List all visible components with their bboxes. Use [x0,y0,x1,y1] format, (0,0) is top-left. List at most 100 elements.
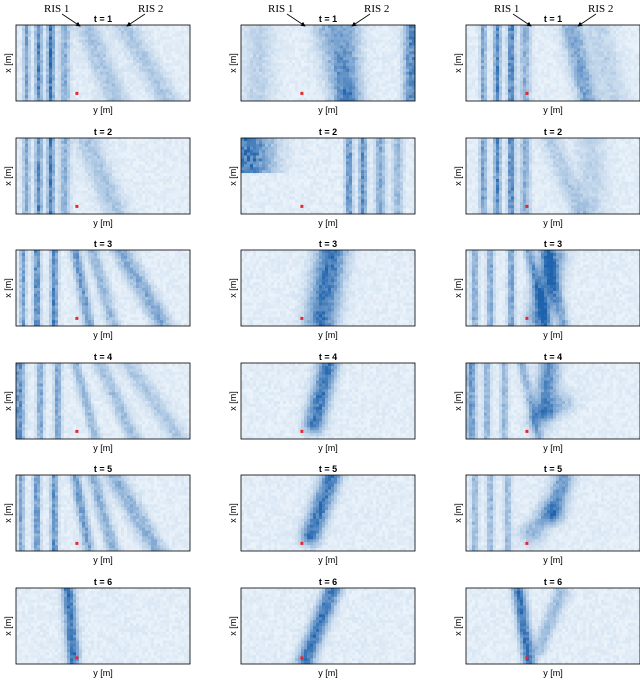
heatmap-cell [19,146,23,150]
heatmap-cell [187,27,191,32]
heatmap-cell [565,63,569,67]
heatmap-cell [106,71,110,75]
heatmap-cell [16,74,20,78]
heatmap-cell [544,25,548,29]
heatmap-cell [343,57,347,61]
heatmap-cell [187,155,191,159]
heatmap-cell [175,140,179,145]
heatmap-cell [466,36,470,40]
heatmap-cell [106,98,110,102]
heatmap-cell [325,80,329,84]
heatmap-cell [19,57,23,61]
heatmap-cell [130,63,134,67]
heatmap-cell [523,30,527,35]
heatmap-cell [106,33,110,37]
heatmap-cell [469,92,473,96]
heatmap-cell [163,95,167,99]
heatmap-cell [151,92,155,96]
heatmap-cell [565,74,569,78]
heatmap-cell [580,45,584,49]
heatmap-cell [88,98,92,102]
heatmap-cell [178,63,182,67]
heatmap-cell [22,54,26,58]
heatmap-cell [316,98,320,102]
heatmap-cell [628,30,632,35]
heatmap-cell [367,71,371,75]
heatmap-cell [127,155,131,159]
heatmap-cell [370,68,374,73]
heatmap-cell [628,63,632,67]
heatmap-panel: t = 1y [m]x [m] [453,14,640,115]
heatmap-cell [595,63,599,67]
heatmap-cell [166,92,170,96]
heatmap-cell [394,25,398,29]
heatmap-cell [52,63,56,67]
heatmap-cell [25,92,29,96]
heatmap-cell [109,155,113,159]
heatmap-cell [508,39,512,43]
heatmap-cell [34,149,38,153]
heatmap-cell [34,74,38,78]
heatmap-cell [82,92,86,96]
heatmap-cell [544,36,548,40]
heatmap-cell [109,65,113,70]
heatmap-cell [352,83,356,87]
heatmap-cell [166,149,170,153]
heatmap-cell [481,92,485,96]
heatmap-cell [496,27,500,32]
heatmap-cell [337,92,341,96]
heatmap-cell [472,25,476,29]
panel-frame [15,24,191,102]
heatmap-cell [64,42,68,46]
heatmap-cell [523,63,527,67]
heatmap-cell [283,74,287,78]
heatmap-cell [103,86,107,90]
heatmap-cell [178,48,182,52]
heatmap-cell [475,65,479,70]
heatmap-cell [58,36,62,40]
heatmap-cell [67,63,71,67]
heatmap-cell [538,68,542,73]
heatmap-cell [634,54,638,58]
heatmap-cell [328,42,332,46]
heatmap-cell [274,86,278,90]
heatmap-cell [16,149,20,153]
heatmap-cell [34,95,38,99]
heatmap-cell [481,86,485,90]
heatmap-cell [259,51,263,55]
heatmap-cell [172,149,176,153]
heatmap-cell [412,83,416,87]
heatmap-cell [109,30,113,35]
heatmap-cell [379,27,383,32]
heatmap-cell [256,42,260,46]
heatmap-cell [595,86,599,90]
heatmap-cell [565,83,569,87]
heatmap-cell [625,95,629,99]
heatmap-cell [409,60,413,64]
heatmap-cell [139,36,143,40]
heatmap-cell [160,92,164,96]
heatmap-cell [151,48,155,52]
heatmap-cell [517,57,521,61]
heatmap-cell [397,80,401,84]
heatmap-cell [409,92,413,96]
heatmap-cell [37,143,41,148]
heatmap-cell [130,149,134,153]
heatmap-cell [58,33,62,37]
heatmap-cell [175,74,179,78]
heatmap-cell [532,83,536,87]
heatmap-cell [94,152,98,156]
heatmap-cell [181,39,185,43]
heatmap-cell [82,36,86,40]
heatmap-cell [400,42,404,46]
heatmap-cell [115,155,119,159]
heatmap-cell [511,86,515,90]
heatmap-cell [484,60,488,64]
heatmap-cell [97,60,101,64]
heatmap-cell [574,65,578,70]
heatmap-cell [61,138,65,142]
heatmap-cell [403,27,407,32]
heatmap-cell [499,33,503,37]
heatmap-cell [304,42,308,46]
heatmap-cell [631,27,635,32]
